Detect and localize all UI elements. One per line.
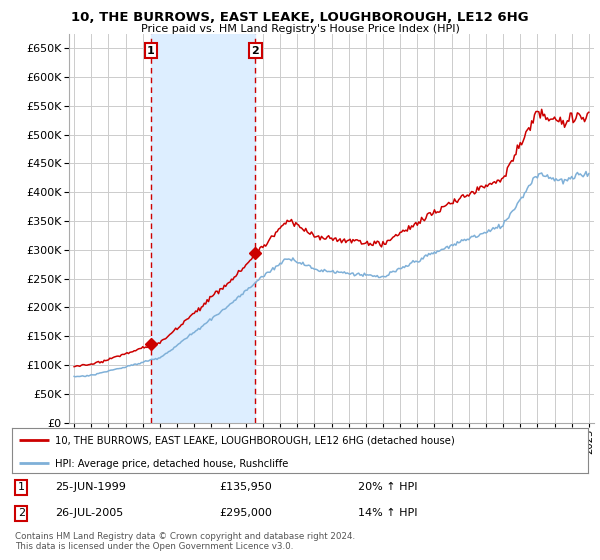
Text: 10, THE BURROWS, EAST LEAKE, LOUGHBOROUGH, LE12 6HG (detached house): 10, THE BURROWS, EAST LEAKE, LOUGHBOROUG… (55, 436, 455, 446)
Text: Price paid vs. HM Land Registry's House Price Index (HPI): Price paid vs. HM Land Registry's House … (140, 24, 460, 34)
Text: £295,000: £295,000 (220, 508, 272, 519)
Text: 25-JUN-1999: 25-JUN-1999 (55, 482, 126, 492)
Text: HPI: Average price, detached house, Rushcliffe: HPI: Average price, detached house, Rush… (55, 459, 289, 469)
Text: 1: 1 (147, 46, 155, 56)
Text: 20% ↑ HPI: 20% ↑ HPI (358, 482, 417, 492)
Text: £135,950: £135,950 (220, 482, 272, 492)
Text: 10, THE BURROWS, EAST LEAKE, LOUGHBOROUGH, LE12 6HG: 10, THE BURROWS, EAST LEAKE, LOUGHBOROUG… (71, 11, 529, 24)
Bar (151, 34, 256, 423)
Text: 14% ↑ HPI: 14% ↑ HPI (358, 508, 417, 519)
Text: 2: 2 (251, 46, 259, 56)
Text: 2: 2 (17, 508, 25, 519)
Text: 26-JUL-2005: 26-JUL-2005 (55, 508, 124, 519)
Text: Contains HM Land Registry data © Crown copyright and database right 2024.
This d: Contains HM Land Registry data © Crown c… (15, 532, 355, 552)
Text: 1: 1 (18, 482, 25, 492)
